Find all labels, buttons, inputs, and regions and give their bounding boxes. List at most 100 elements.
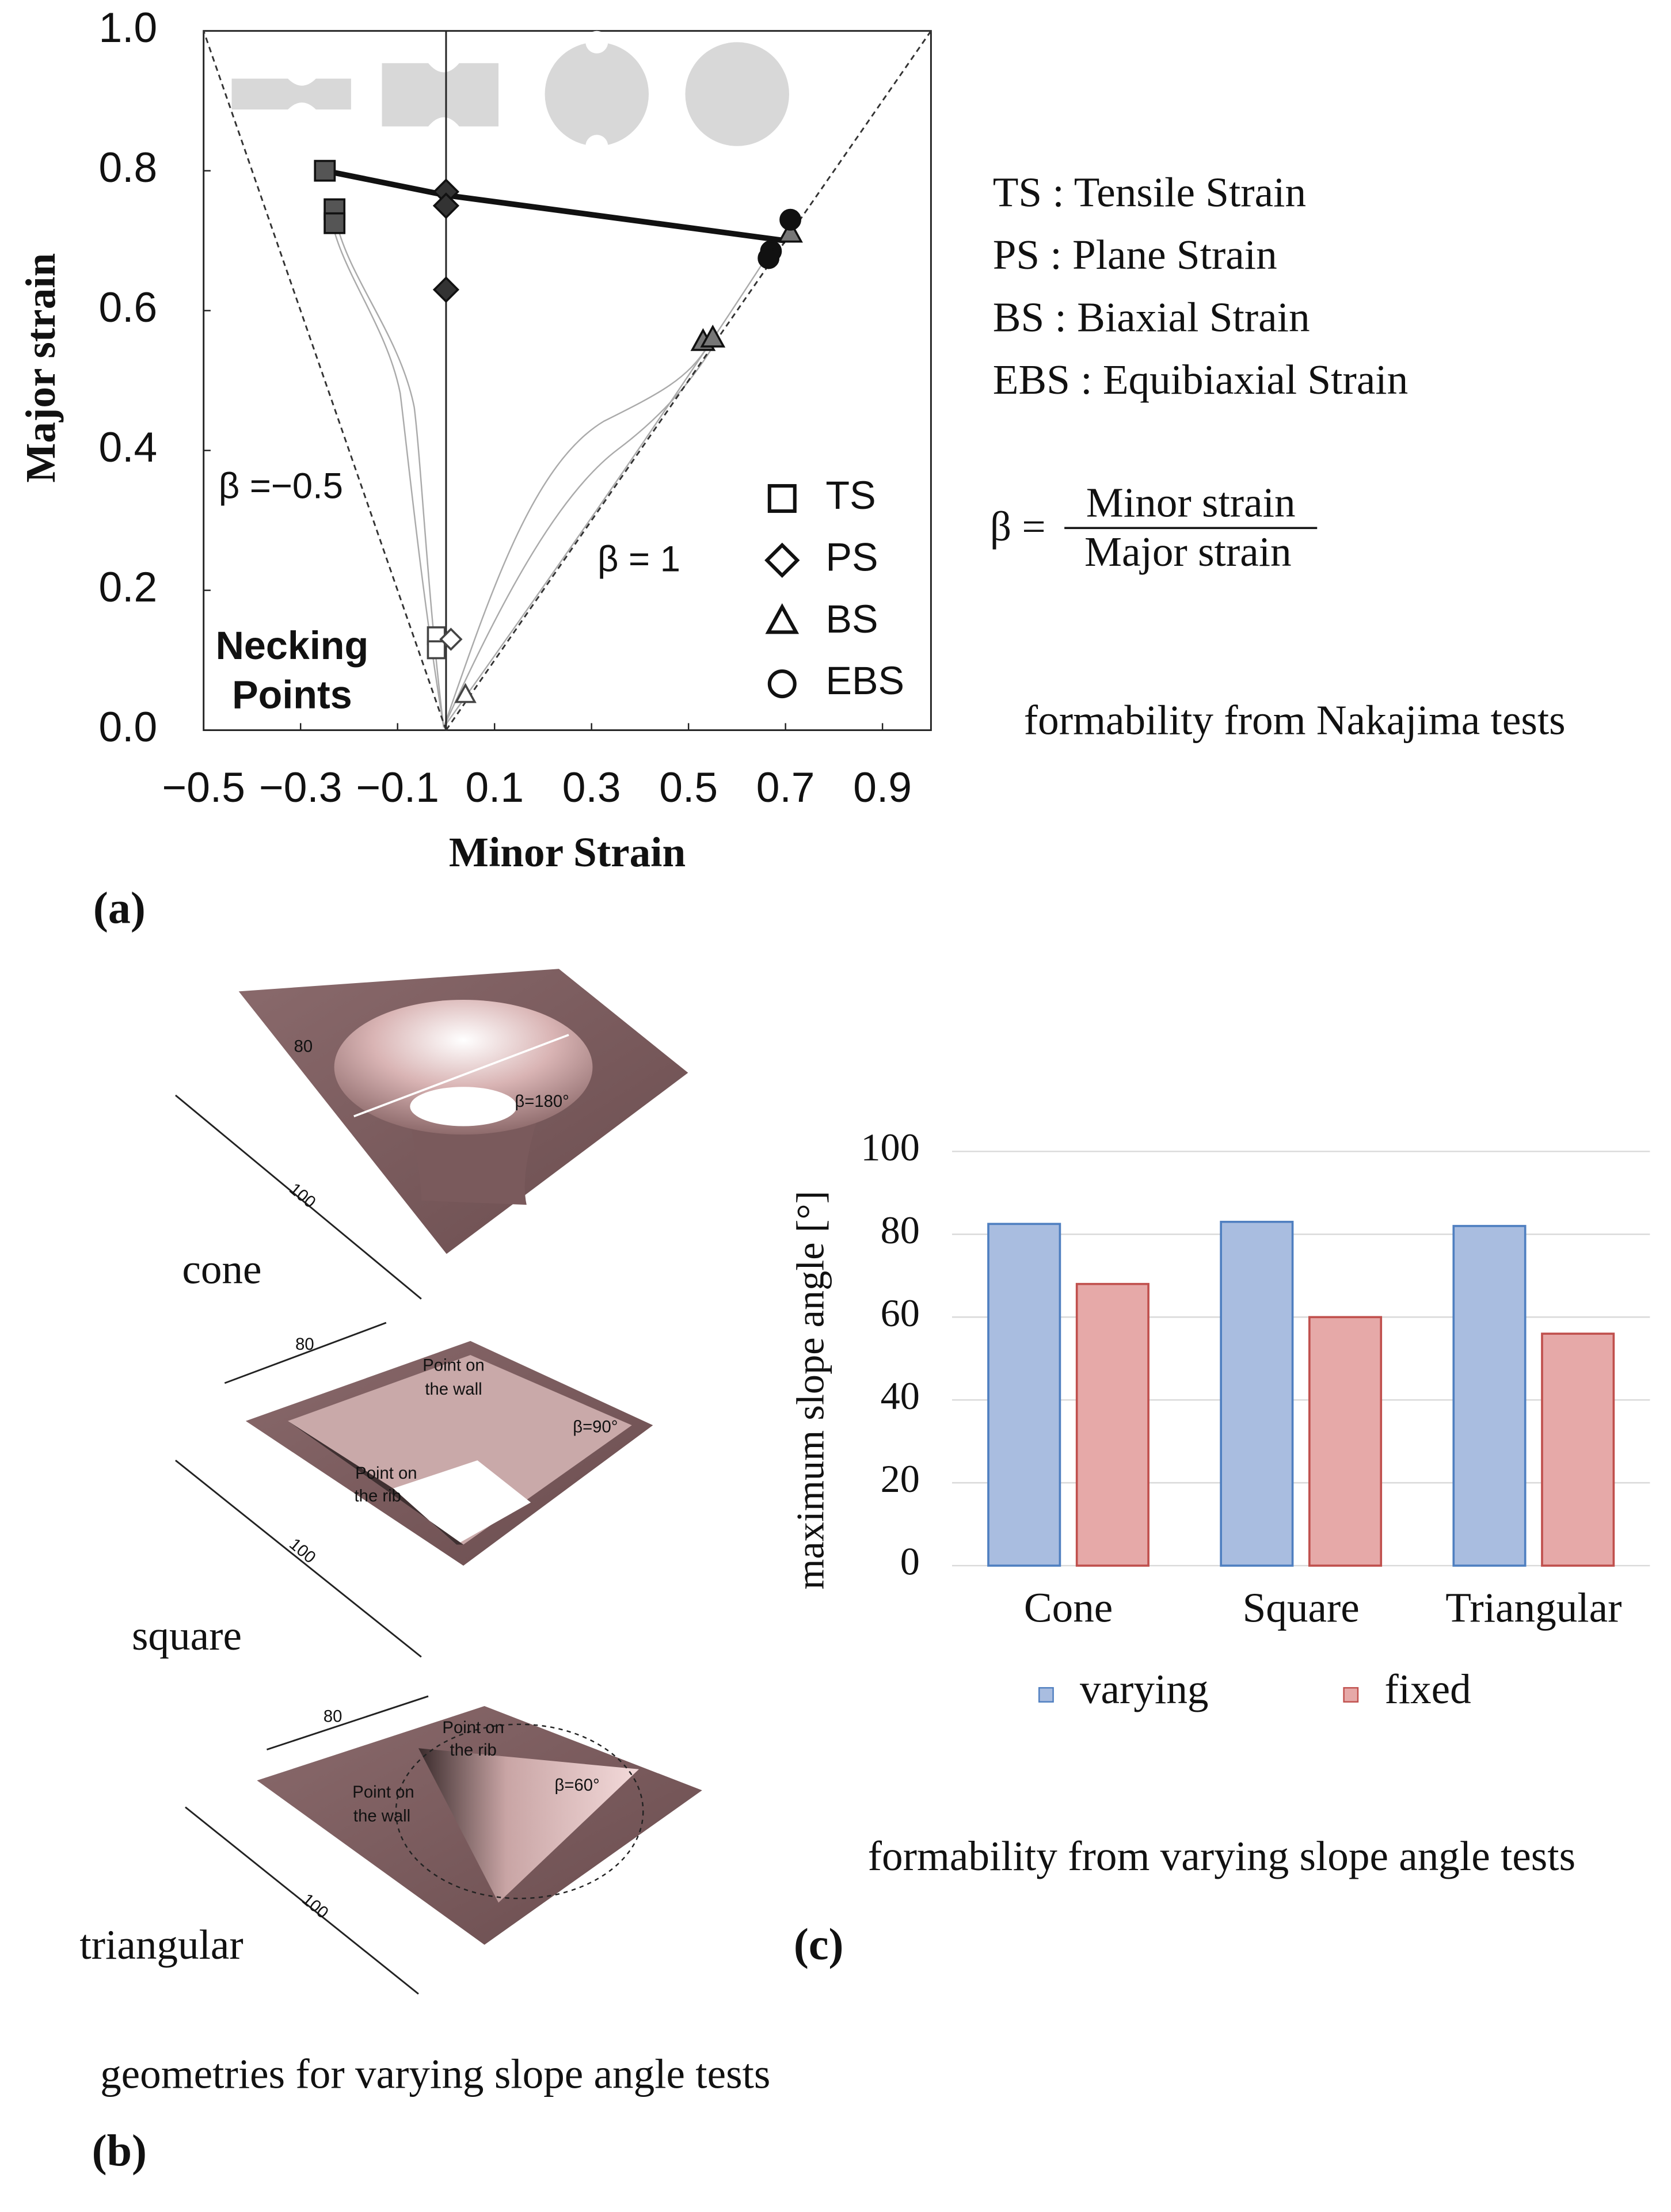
x-tick-label: 0.3 — [562, 764, 621, 811]
marker — [454, 683, 477, 703]
bar — [1220, 1220, 1294, 1567]
definition: PS : Plane Strain — [993, 231, 1277, 278]
geometry-label: cone — [182, 1246, 261, 1292]
y-tick-label: 0.4 — [98, 424, 157, 471]
x-tick-label: Cone — [1024, 1584, 1113, 1631]
x-tick-label: 0.9 — [853, 764, 912, 811]
legend-swatch — [1038, 1687, 1054, 1703]
marker — [323, 212, 346, 234]
y-axis-label: Major strain — [17, 253, 64, 483]
y-tick-label: 0.6 — [98, 284, 157, 331]
y-tick-label: 0.2 — [98, 564, 157, 611]
legend-label: fixed — [1384, 1666, 1471, 1712]
y-tick-label: 1.0 — [98, 4, 157, 51]
geometry-annotation: 80 — [294, 1038, 313, 1056]
marker — [432, 276, 460, 303]
cone-geometry — [175, 969, 688, 1300]
specimen-icons — [231, 42, 789, 146]
x-tick-label: 0.1 — [465, 764, 524, 811]
y-tick-label: 40 — [881, 1374, 920, 1418]
legend-label: varying — [1080, 1666, 1209, 1712]
geometry-annotation: Point on — [355, 1464, 417, 1483]
caption: formability from Nakajima tests — [1024, 697, 1566, 744]
legend-label: TS — [825, 474, 876, 517]
bar — [1452, 1225, 1527, 1567]
geometry-annotation: the wall — [353, 1807, 410, 1825]
reference-label: β = 1 — [597, 539, 680, 580]
formula-lhs: β = — [990, 503, 1046, 550]
caption: geometries for varying slope angle tests — [100, 2050, 770, 2097]
square-geometry — [175, 1322, 653, 1658]
y-tick-label: 0.8 — [98, 144, 157, 191]
marker — [427, 640, 446, 660]
definition: TS : Tensile Strain — [993, 169, 1306, 215]
annotation: Necking — [216, 624, 369, 668]
geometry-label: triangular — [79, 1921, 243, 1968]
y-tick-label: 100 — [861, 1125, 919, 1169]
forming-limit-curve — [324, 167, 786, 243]
geometry-annotation: 80 — [323, 1707, 342, 1726]
x-tick-label: −0.1 — [356, 764, 439, 811]
annotation: Points — [232, 673, 352, 717]
marker — [439, 627, 463, 651]
marker — [778, 219, 803, 243]
bar — [1075, 1282, 1149, 1567]
marker — [764, 542, 800, 578]
y-axis-label: maximum slope angle [°] — [789, 1191, 832, 1590]
reference-label: β =−0.5 — [219, 466, 343, 507]
x-tick-label: 0.7 — [756, 764, 815, 811]
x-tick-label: −0.3 — [259, 764, 342, 811]
geometry-annotation: the wall — [425, 1380, 482, 1399]
legend-swatch — [1343, 1687, 1359, 1703]
geometry-annotation: Point on — [422, 1356, 484, 1375]
bar — [987, 1223, 1061, 1567]
geometry-annotation: 100 — [286, 1180, 319, 1212]
geometry-annotation: β=60° — [555, 1776, 600, 1795]
formula-numerator: Minor strain — [1086, 479, 1296, 526]
marker — [314, 159, 336, 182]
geometry-annotation: the rib — [355, 1487, 401, 1505]
reference-line — [203, 31, 447, 731]
geometry-annotation: Point on — [352, 1783, 414, 1802]
x-tick-label: 0.5 — [659, 764, 718, 811]
y-tick-label: 20 — [881, 1457, 920, 1501]
geometry-annotation: Point on — [442, 1719, 504, 1737]
geometry-annotation: 100 — [298, 1890, 332, 1922]
caption: formability from varying slope angle tes… — [868, 1833, 1575, 1879]
formula-denominator: Major strain — [1084, 528, 1292, 575]
reference-line — [445, 30, 932, 731]
marker — [700, 324, 726, 348]
y-tick-label: 60 — [881, 1291, 920, 1335]
bar — [1308, 1316, 1383, 1567]
y-tick-label: 0.0 — [98, 703, 157, 751]
triangular-geometry — [185, 1695, 702, 1995]
geometry-annotation: 80 — [295, 1335, 314, 1354]
legend-label: PS — [825, 535, 878, 579]
marker — [758, 247, 780, 269]
geometry-annotation: the rib — [450, 1741, 496, 1760]
x-tick-label: Triangular — [1445, 1584, 1621, 1631]
bar — [1541, 1332, 1615, 1567]
geometry-annotation: β=90° — [573, 1418, 618, 1437]
definition: EBS : Equibiaxial Strain — [993, 356, 1409, 403]
y-tick-label: 0 — [900, 1540, 920, 1583]
strain-paths — [329, 210, 770, 728]
geometry-label: square — [132, 1612, 242, 1659]
legend-label: EBS — [825, 659, 904, 703]
x-tick-label: −0.5 — [162, 764, 245, 811]
marker — [432, 192, 460, 219]
y-tick-label: 80 — [881, 1208, 920, 1252]
x-axis-label: Minor Strain — [449, 829, 686, 875]
x-tick-label: Square — [1243, 1584, 1360, 1631]
definition: BS : Biaxial Strain — [993, 294, 1310, 340]
legend-label: BS — [825, 597, 878, 641]
panel-label: (a) — [93, 883, 146, 933]
plot-frame — [203, 30, 932, 732]
marker — [767, 669, 797, 699]
marker — [767, 484, 797, 513]
geometry-annotation: 100 — [286, 1535, 319, 1567]
panel-label: (c) — [794, 1919, 844, 1969]
panel-label: (b) — [92, 2126, 147, 2176]
marker — [765, 603, 800, 634]
